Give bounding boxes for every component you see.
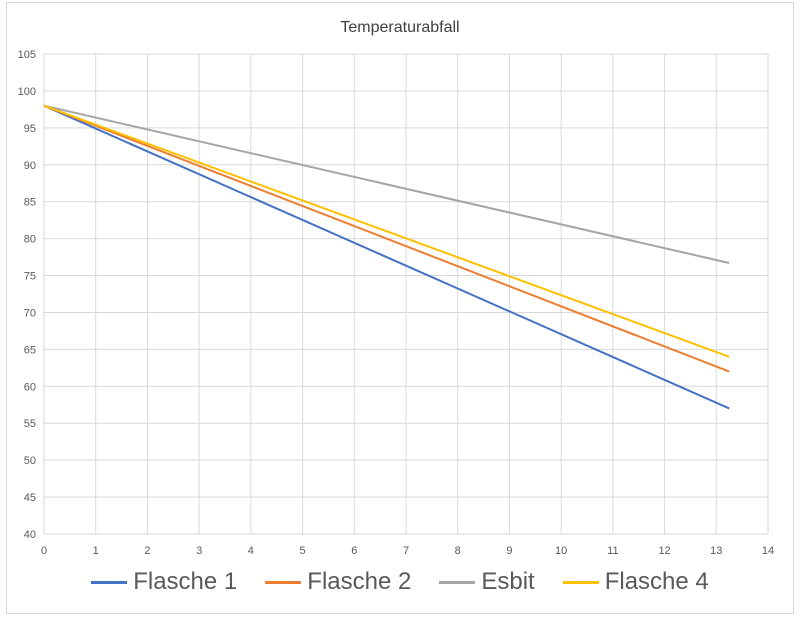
x-tick-label: 8 xyxy=(455,545,461,557)
y-tick-label: 65 xyxy=(24,344,36,356)
chart-frame xyxy=(6,2,794,614)
legend: Flasche 1 Flasche 2 Esbit Flasche 4 xyxy=(0,568,800,596)
y-tick-label: 95 xyxy=(24,123,36,135)
y-tick-label: 80 xyxy=(24,234,36,246)
y-axis-ticks: 40 45 50 55 60 65 70 75 80 85 90 95 100 105 xyxy=(18,49,36,541)
y-tick-label: 60 xyxy=(24,381,36,393)
x-tick-label: 11 xyxy=(607,545,618,557)
series-line-flasche-1 xyxy=(43,104,730,410)
y-tick-label: 75 xyxy=(24,271,36,283)
y-tick-label: 55 xyxy=(24,418,36,430)
legend-label: Flasche 4 xyxy=(604,568,709,595)
legend-item: Flasche 1 xyxy=(91,568,237,596)
legend-item: Flasche 2 xyxy=(265,568,411,596)
y-tick-label: 45 xyxy=(24,492,36,504)
x-tick-label: 5 xyxy=(300,545,306,557)
chart-title: Temperaturabfall xyxy=(340,19,459,36)
series-line-esbit xyxy=(43,104,730,264)
legend-label: Flasche 2 xyxy=(307,568,412,595)
series-line-flasche-2 xyxy=(43,104,730,373)
y-tick-label: 105 xyxy=(18,49,36,61)
x-tick-label: 13 xyxy=(710,545,722,557)
legend-label: Esbit xyxy=(481,568,535,595)
x-tick-label: 7 xyxy=(403,545,409,557)
legend-swatch xyxy=(562,580,599,584)
x-tick-label: 10 xyxy=(555,545,567,557)
y-tick-label: 40 xyxy=(24,529,36,541)
y-tick-label: 50 xyxy=(24,455,36,467)
x-tick-label: 9 xyxy=(506,545,512,557)
series-lines xyxy=(43,104,730,410)
x-tick-label: 4 xyxy=(248,545,254,557)
legend-item: Flasche 4 xyxy=(562,568,709,596)
x-tick-label: 6 xyxy=(351,545,357,557)
x-tick-label: 3 xyxy=(196,545,202,557)
y-tick-label: 100 xyxy=(18,86,36,98)
x-tick-label: 14 xyxy=(762,545,774,557)
legend-label: Flasche 1 xyxy=(133,568,238,595)
grid xyxy=(43,53,769,535)
x-tick-label: 12 xyxy=(658,545,670,557)
legend-swatch xyxy=(439,580,476,584)
x-axis-ticks: 0 1 2 3 4 5 6 7 8 9 10 11 12 13 14 xyxy=(41,545,774,557)
y-tick-label: 85 xyxy=(24,197,36,209)
x-tick-label: 1 xyxy=(93,545,99,557)
x-tick-label: 0 xyxy=(41,545,47,557)
legend-swatch xyxy=(91,580,128,584)
legend-item: Esbit xyxy=(439,568,535,596)
series-line-flasche-4 xyxy=(43,104,730,358)
legend-swatch xyxy=(265,580,302,584)
y-tick-label: 90 xyxy=(24,160,36,172)
y-tick-label: 70 xyxy=(24,307,36,319)
x-tick-label: 2 xyxy=(144,545,150,557)
